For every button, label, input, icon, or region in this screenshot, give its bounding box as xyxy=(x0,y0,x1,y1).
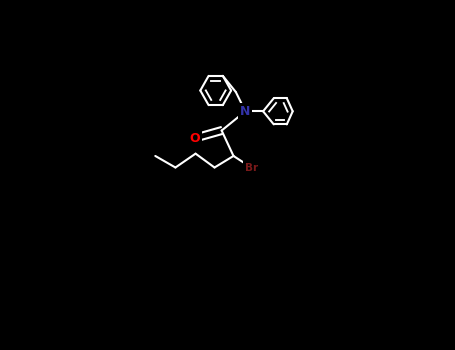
Text: N: N xyxy=(240,105,251,118)
Text: Br: Br xyxy=(245,162,258,173)
Text: O: O xyxy=(189,132,200,145)
